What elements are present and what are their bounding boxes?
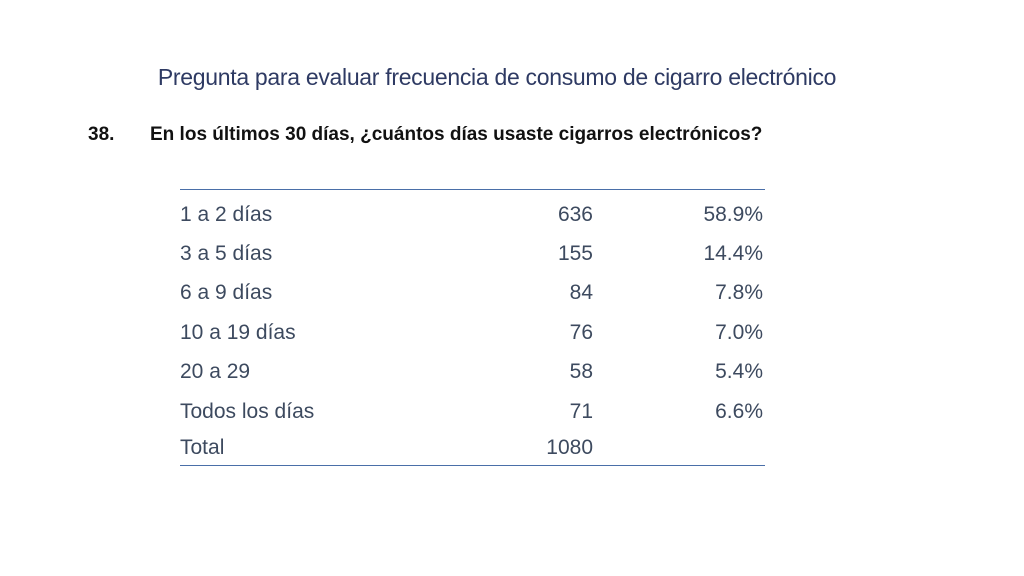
row-percent: 7.8%	[715, 281, 763, 305]
table-row: 1 a 2 días 636 58.9%	[180, 195, 765, 234]
row-count: 58	[569, 360, 593, 384]
row-count: 155	[557, 242, 593, 266]
table-row: 3 a 5 días 155 14.4%	[180, 234, 765, 273]
row-label: 6 a 9 días	[180, 281, 273, 305]
row-label: 10 a 19 días	[180, 320, 296, 344]
question-number: 38.	[88, 124, 115, 145]
row-label: 1 a 2 días	[180, 202, 273, 226]
row-label: Total	[180, 436, 225, 460]
row-count: 84	[569, 281, 593, 305]
table-row: 10 a 19 días 76 7.0%	[180, 313, 765, 352]
row-label: Todos los días	[180, 399, 315, 423]
row-percent: 5.4%	[715, 360, 763, 384]
row-percent: 58.9%	[703, 202, 763, 226]
row-label: 3 a 5 días	[180, 242, 273, 266]
frequency-table: 1 a 2 días 636 58.9% 3 a 5 días 155 14.4…	[180, 189, 765, 467]
row-label: 20 a 29	[180, 360, 251, 384]
table-row: 20 a 29 58 5.4%	[180, 353, 765, 392]
question: 38. En los últimos 30 días, ¿cuántos días…	[88, 124, 762, 146]
row-percent: 6.6%	[715, 399, 763, 423]
table-row: 6 a 9 días 84 7.8%	[180, 274, 765, 313]
table-row: Todos los días 71 6.6%	[180, 392, 765, 431]
row-count: 636	[557, 202, 593, 226]
question-text: En los últimos 30 días, ¿cuántos días us…	[150, 124, 763, 145]
row-count: 71	[569, 399, 593, 423]
row-percent: 14.4%	[703, 242, 763, 266]
slide-title: Pregunta para evaluar frecuencia de cons…	[157, 64, 837, 90]
row-percent: 7.0%	[715, 320, 763, 344]
row-count: 76	[569, 320, 593, 344]
table-row-total: Total 1080	[180, 431, 765, 465]
row-count: 1080	[546, 436, 593, 460]
